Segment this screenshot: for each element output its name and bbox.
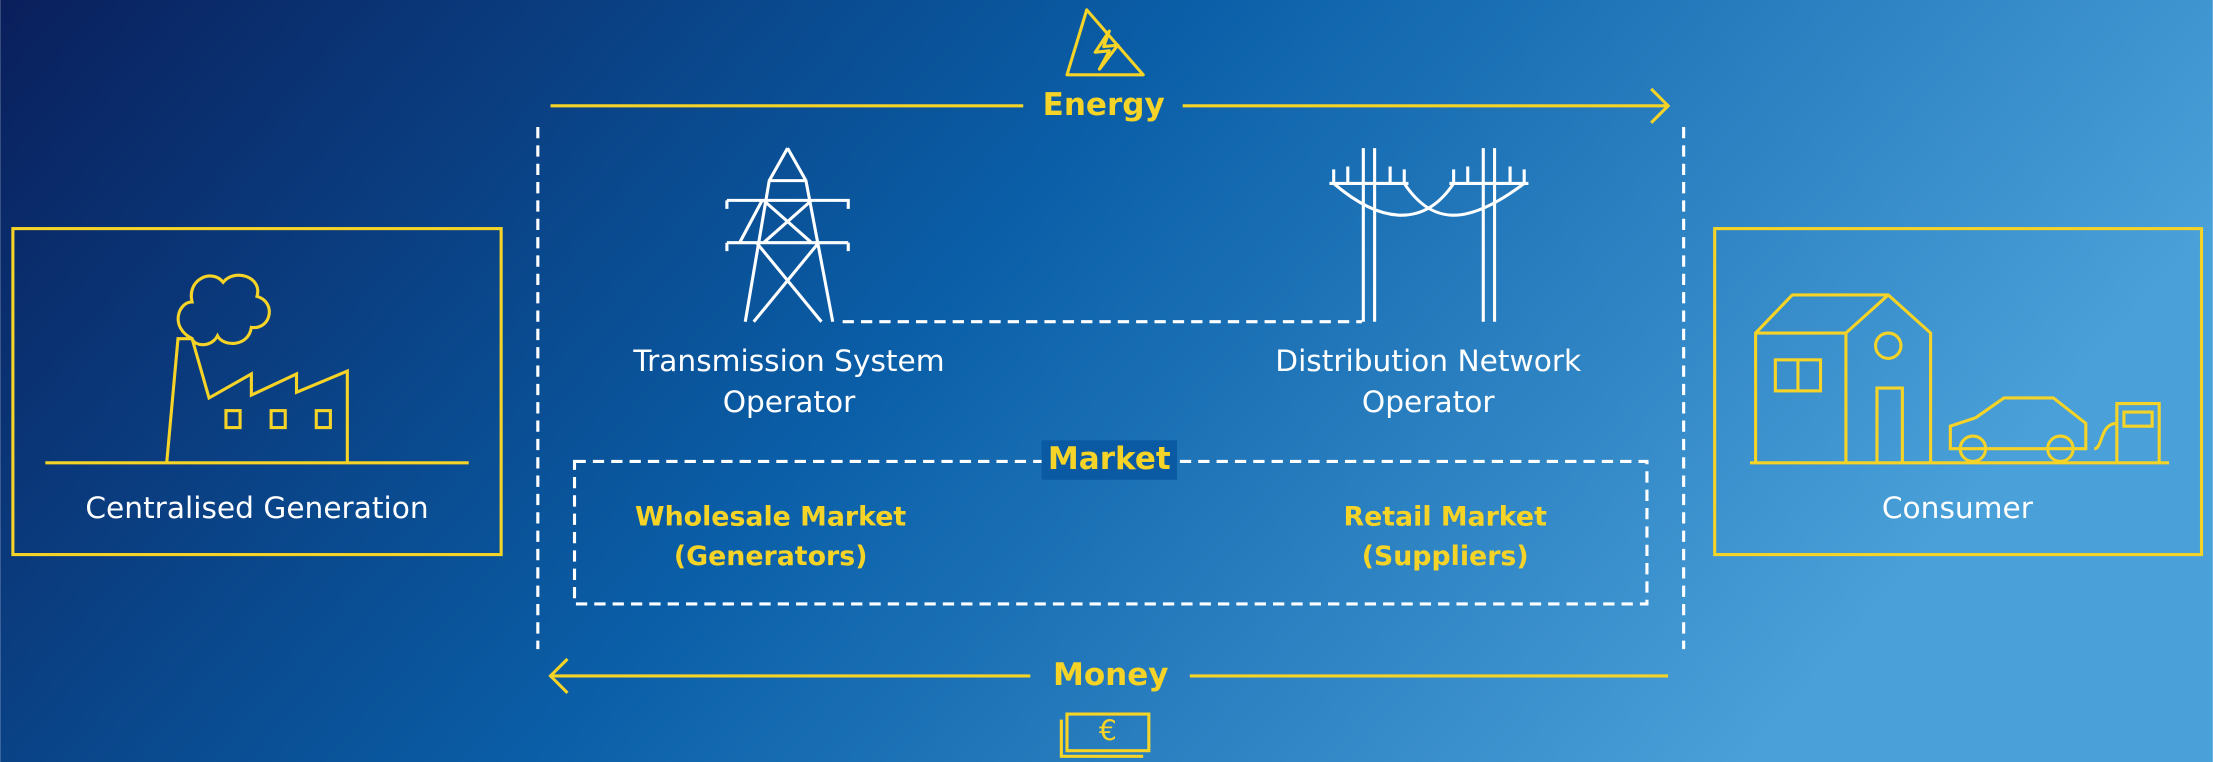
node-label: Operator: [723, 384, 856, 419]
currency-symbol: €: [1099, 714, 1117, 747]
node-label: Consumer: [1882, 490, 2034, 525]
node-label: Operator: [1362, 384, 1495, 419]
page: Energy Centralised Generation Transmissi…: [0, 0, 2213, 762]
node-label: Transmission System: [632, 343, 944, 378]
money-label: Money: [1053, 657, 1169, 693]
market-segment: Wholesale Market: [635, 501, 906, 532]
market-title: Market: [1048, 441, 1171, 477]
market-segment: (Generators): [674, 541, 868, 572]
market-segment: Retail Market: [1343, 501, 1547, 532]
market-segment: (Suppliers): [1362, 541, 1529, 572]
node-label: Distribution Network: [1275, 343, 1582, 378]
diagram: Energy Centralised Generation Transmissi…: [0, 0, 2213, 762]
energy-label: Energy: [1043, 87, 1165, 123]
node-label: Centralised Generation: [85, 490, 428, 525]
